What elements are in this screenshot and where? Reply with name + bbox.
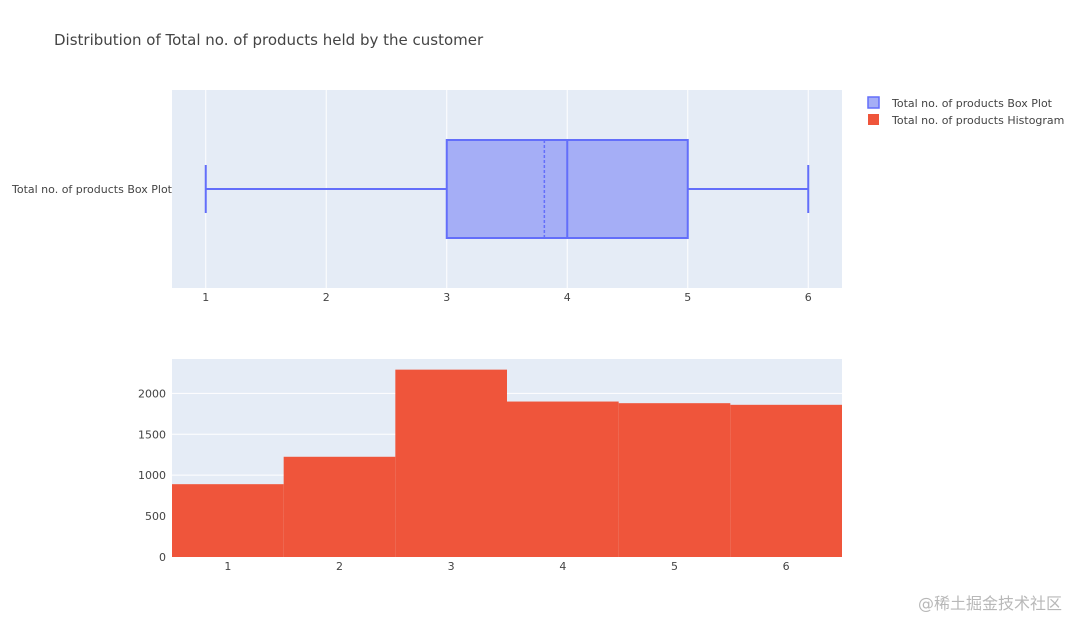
legend-swatch-histogram <box>868 114 879 125</box>
histogram-bars <box>172 369 842 557</box>
histogram-x-tick-label: 1 <box>224 560 231 573</box>
histogram-x-tick-label: 2 <box>336 560 343 573</box>
chart-title: Distribution of Total no. of products he… <box>54 31 484 49</box>
histogram-bar[interactable] <box>730 404 842 557</box>
box-x-tick-label: 4 <box>564 291 571 304</box>
histogram-bar[interactable] <box>507 401 619 557</box>
legend-label-histogram: Total no. of products Histogram <box>891 114 1064 127</box>
box-x-tick-label: 5 <box>684 291 691 304</box>
legend-item-histogram[interactable]: Total no. of products Histogram <box>868 114 1064 127</box>
histogram-bar[interactable] <box>172 484 284 557</box>
box-x-tick-label: 1 <box>202 291 209 304</box>
legend: Total no. of products Box Plot Total no.… <box>867 96 1064 127</box>
legend-swatch-box-plot <box>867 96 880 109</box>
histogram-x-tick-label: 6 <box>783 560 790 573</box>
histogram-y-ticks: 0 500 1000 1500 2000 <box>138 387 166 564</box>
histogram-y-tick-label: 500 <box>145 510 166 523</box>
histogram-x-tick-label: 5 <box>671 560 678 573</box>
box-plot-x-ticks: 1 2 3 4 5 6 <box>202 291 812 304</box>
histogram-x-tick-label: 4 <box>559 560 566 573</box>
histogram-x-tick-label: 3 <box>448 560 455 573</box>
box-x-tick-label: 2 <box>323 291 330 304</box>
histogram-y-tick-label: 0 <box>159 551 166 564</box>
box-x-tick-label: 3 <box>443 291 450 304</box>
watermark: @稀土掘金技术社区 <box>917 594 1062 613</box>
box-category-label: Total no. of products Box Plot <box>11 183 173 196</box>
histogram-y-tick-label: 1000 <box>138 469 166 482</box>
histogram-panel: 0 500 1000 1500 2000 1 2 3 4 5 6 <box>138 359 842 573</box>
histogram-y-tick-label: 2000 <box>138 387 166 400</box>
histogram-bar[interactable] <box>395 369 507 557</box>
legend-label-box-plot: Total no. of products Box Plot <box>891 97 1053 110</box>
box-x-tick-label: 6 <box>805 291 812 304</box>
legend-item-box-plot[interactable]: Total no. of products Box Plot <box>867 96 1053 110</box>
histogram-y-tick-label: 1500 <box>138 428 166 441</box>
histogram-x-ticks: 1 2 3 4 5 6 <box>224 560 789 573</box>
box-plot-panel: 1 2 3 4 5 6 Total no. of products Box Plot <box>11 90 842 304</box>
histogram-bar[interactable] <box>283 456 396 557</box>
histogram-bar[interactable] <box>618 403 731 557</box>
